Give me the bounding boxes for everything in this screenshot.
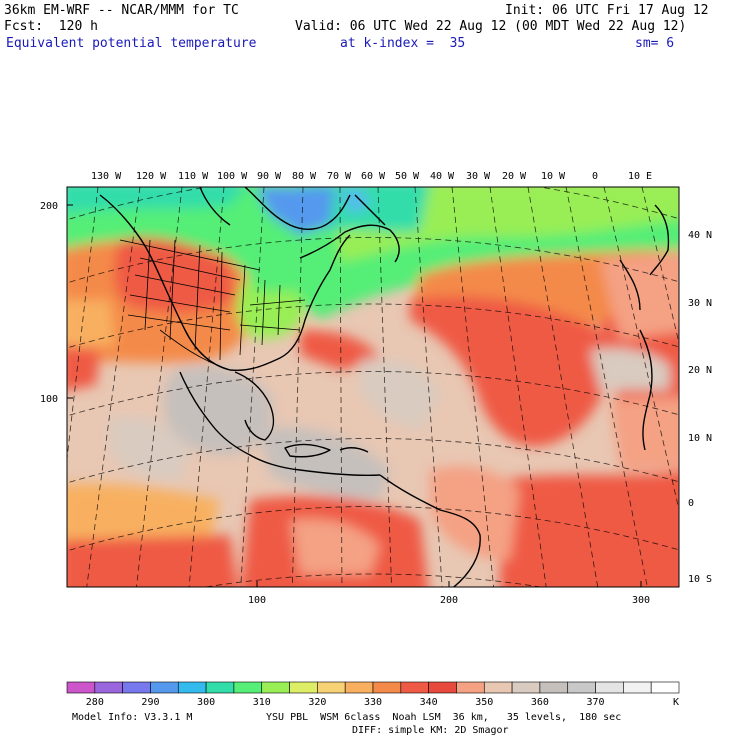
- colorbar-swatch: [595, 681, 624, 694]
- lon-label: 80 W: [292, 171, 317, 182]
- model-info: Model Info: V3.3.1 M: [72, 712, 193, 723]
- colorbar-swatch: [511, 681, 541, 694]
- colorbar-label: 370: [587, 697, 605, 708]
- colorbar-swatch: [567, 681, 596, 694]
- colorbar-swatch: [94, 681, 123, 694]
- colorbar-swatch: [372, 681, 402, 694]
- map-field: [67, 187, 679, 587]
- coastlines: [99, 187, 670, 587]
- x-grid-label: 200: [440, 595, 458, 606]
- colorbar-label: 330: [364, 697, 382, 708]
- lon-label: 90 W: [257, 171, 282, 182]
- colorbar-swatch: [177, 681, 207, 694]
- lat-label: 20 N: [688, 365, 712, 376]
- forecast-hour: Fcst: 120 h: [4, 19, 98, 34]
- colorbar-label: 300: [197, 697, 215, 708]
- colorbar-swatch: [623, 681, 652, 694]
- lon-label: 70 W: [327, 171, 352, 182]
- colorbar-swatch: [205, 681, 235, 694]
- grid-index-labels: 200 100 100 200 300: [40, 201, 650, 606]
- colorbar-label: 290: [141, 697, 159, 708]
- field-name: Equivalent potential temperature: [6, 36, 257, 51]
- map-frame: [66, 186, 680, 588]
- diffusion-info: DIFF: simple KM: 2D Smagor: [352, 725, 509, 736]
- colorbar-swatch: [233, 681, 263, 694]
- physics-info: YSU PBL WSM 6class Noah LSM 36 km, 35 le…: [266, 712, 622, 723]
- colorbar-swatch: [650, 681, 680, 694]
- colorbar-label: 340: [420, 697, 438, 708]
- lat-label: 0: [688, 498, 694, 509]
- y-grid-label: 200: [40, 201, 58, 212]
- lon-label: 100 W: [217, 171, 248, 182]
- lon-label: 110 W: [178, 171, 209, 182]
- colorbar-swatch: [344, 681, 374, 694]
- colorbar-swatch: [122, 681, 151, 694]
- colorbar-label: 310: [253, 697, 271, 708]
- valid-time: Valid: 06 UTC Wed 22 Aug 12 (00 MDT Wed …: [295, 19, 687, 34]
- colorbar-labels: 280 290 300 310 320 330 340 350 360 370 K: [86, 697, 679, 708]
- colorbar-swatch: [539, 681, 569, 694]
- lon-label: 30 W: [466, 171, 491, 182]
- lon-label: 10 W: [541, 171, 566, 182]
- lat-label: 10 S: [688, 574, 712, 585]
- lat-label: 30 N: [688, 298, 712, 309]
- frame-ticks: [67, 204, 642, 587]
- lon-label: 10 E: [628, 171, 652, 182]
- colorbar-unit: K: [673, 697, 679, 708]
- lon-label: 130 W: [91, 171, 122, 182]
- graticule: [67, 187, 679, 587]
- colorbar-swatch: [317, 681, 346, 694]
- colorbar-label: 280: [86, 697, 104, 708]
- lon-labels: 130 W 120 W 110 W 100 W 90 W 80 W 70 W 6…: [91, 171, 652, 182]
- lat-labels: 40 N 30 N 20 N 10 N 0 10 S: [688, 230, 712, 585]
- colorbar-swatch: [428, 681, 457, 694]
- x-grid-label: 300: [632, 595, 650, 606]
- colorbar-label: 360: [531, 697, 549, 708]
- y-grid-label: 100: [40, 394, 58, 405]
- x-grid-label: 100: [248, 595, 266, 606]
- colorbar-swatch: [66, 681, 96, 694]
- colorbar-swatch: [400, 681, 429, 694]
- colorbar: [66, 681, 680, 694]
- lon-label: 120 W: [136, 171, 167, 182]
- colorbar-swatch: [150, 681, 179, 694]
- lon-label: 60 W: [361, 171, 386, 182]
- lon-label: 0: [592, 171, 598, 182]
- colorbar-swatch: [456, 681, 485, 694]
- smoothing-label: sm= 6: [635, 36, 675, 51]
- colorbar-swatch: [289, 681, 318, 694]
- colorbar-label: 350: [475, 697, 493, 708]
- colorbar-swatch: [483, 681, 513, 694]
- lat-label: 40 N: [688, 230, 712, 241]
- colorbar-label: 320: [308, 697, 326, 708]
- model-title: 36km EM-WRF -- NCAR/MMM for TC: [4, 3, 239, 18]
- lon-label: 40 W: [430, 171, 455, 182]
- level-label: at k-index = 35: [340, 36, 466, 51]
- init-time: Init: 06 UTC Fri 17 Aug 12: [505, 3, 709, 18]
- lon-label: 20 W: [502, 171, 527, 182]
- lat-label: 10 N: [688, 433, 712, 444]
- colorbar-swatch: [261, 681, 290, 694]
- lon-label: 50 W: [395, 171, 420, 182]
